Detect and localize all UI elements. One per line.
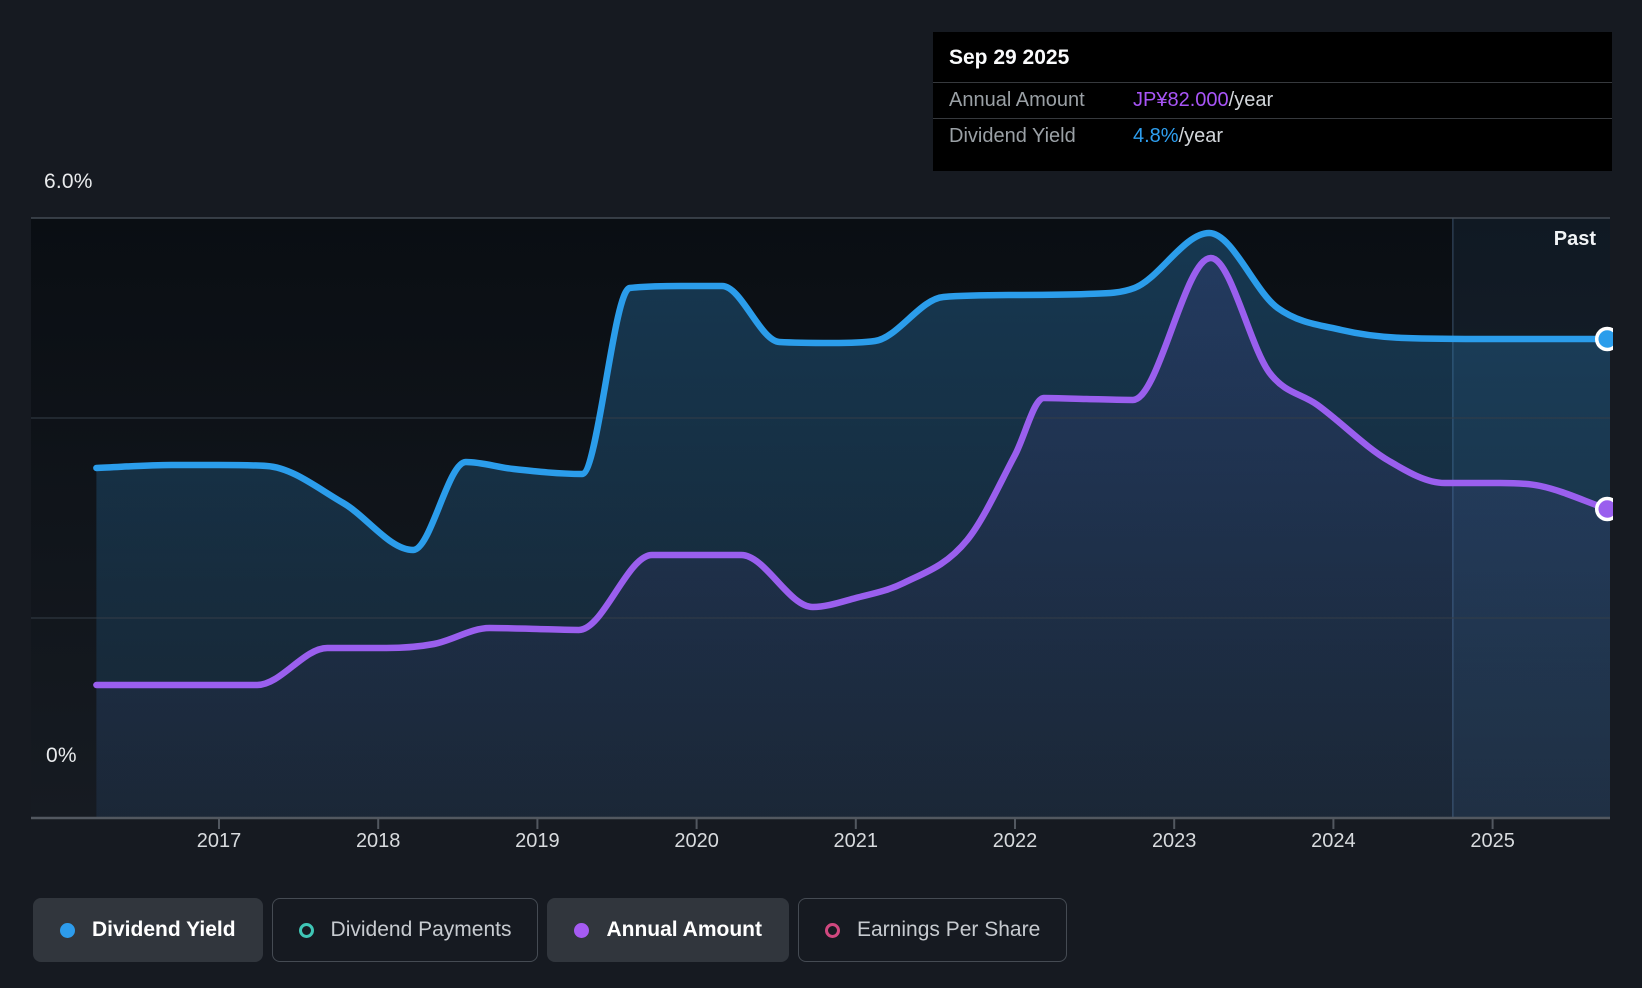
annual-amount-area (96, 258, 1610, 818)
legend-toggle-dividend-payments[interactable]: Dividend Payments (271, 898, 539, 962)
x-axis-label-2022: 2022 (992, 830, 1038, 852)
y-axis-max-label: 6.0% (44, 170, 93, 193)
tooltip-value-suffix: /year (1228, 89, 1274, 111)
dividend-yield-dot-icon (60, 922, 75, 938)
legend-label: Dividend Payments (330, 918, 512, 941)
x-axis-label-2020: 2020 (674, 830, 719, 852)
tooltip-label: Dividend Yield (949, 125, 1076, 147)
tooltip-row-dividend-yield: Dividend Yield 4.8%/year (933, 118, 1612, 154)
earnings-per-share-ring-icon (825, 922, 840, 938)
legend-label: Annual Amount (606, 918, 762, 941)
tooltip-value: 4.8% (1133, 125, 1179, 147)
x-axis-label-2023: 2023 (1151, 830, 1197, 852)
legend-label: Dividend Yield (92, 918, 236, 941)
tooltip-label: Annual Amount (949, 89, 1085, 111)
y-axis-min-label: 0% (46, 744, 77, 767)
dividend-yield-line (93, 229, 1611, 554)
tooltip-value-suffix: /year (1178, 125, 1224, 147)
x-axis-label-2025: 2025 (1470, 830, 1515, 852)
annual-amount-dot-icon (574, 922, 590, 938)
dividend-payments-ring-icon (298, 922, 314, 938)
tooltip-bottom-padding (933, 154, 1612, 171)
past-region-label: Past (1553, 228, 1596, 250)
annual-amount-end-marker[interactable] (1594, 496, 1618, 522)
legend-toggle-dividend-yield[interactable]: Dividend Yield (33, 898, 263, 962)
tooltip-row-annual-amount: Annual Amount JP¥82.000/year (933, 82, 1612, 118)
legend-toggle-annual-amount[interactable]: Annual Amount (547, 898, 789, 962)
x-axis-label-2018: 2018 (355, 830, 401, 852)
chart-legend: Dividend Yield Dividend Payments Annual … (33, 898, 1068, 962)
tooltip-value: JP¥82.000 (1133, 89, 1229, 111)
chart-tooltip: Sep 29 2025 Annual Amount JP¥82.000/year… (933, 32, 1612, 171)
x-axis-label-2017: 2017 (196, 830, 242, 852)
x-axis-label-2021: 2021 (833, 830, 879, 852)
legend-toggle-earnings-per-share[interactable]: Earnings Per Share (798, 898, 1068, 962)
x-axis-label-2024: 2024 (1311, 830, 1356, 852)
dividend-yield-end-marker[interactable] (1594, 326, 1618, 352)
tooltip-date: Sep 29 2025 (949, 46, 1070, 69)
annual-amount-line (93, 254, 1611, 689)
legend-label: Earnings Per Share (857, 918, 1041, 941)
x-axis-label-2019: 2019 (515, 830, 560, 852)
